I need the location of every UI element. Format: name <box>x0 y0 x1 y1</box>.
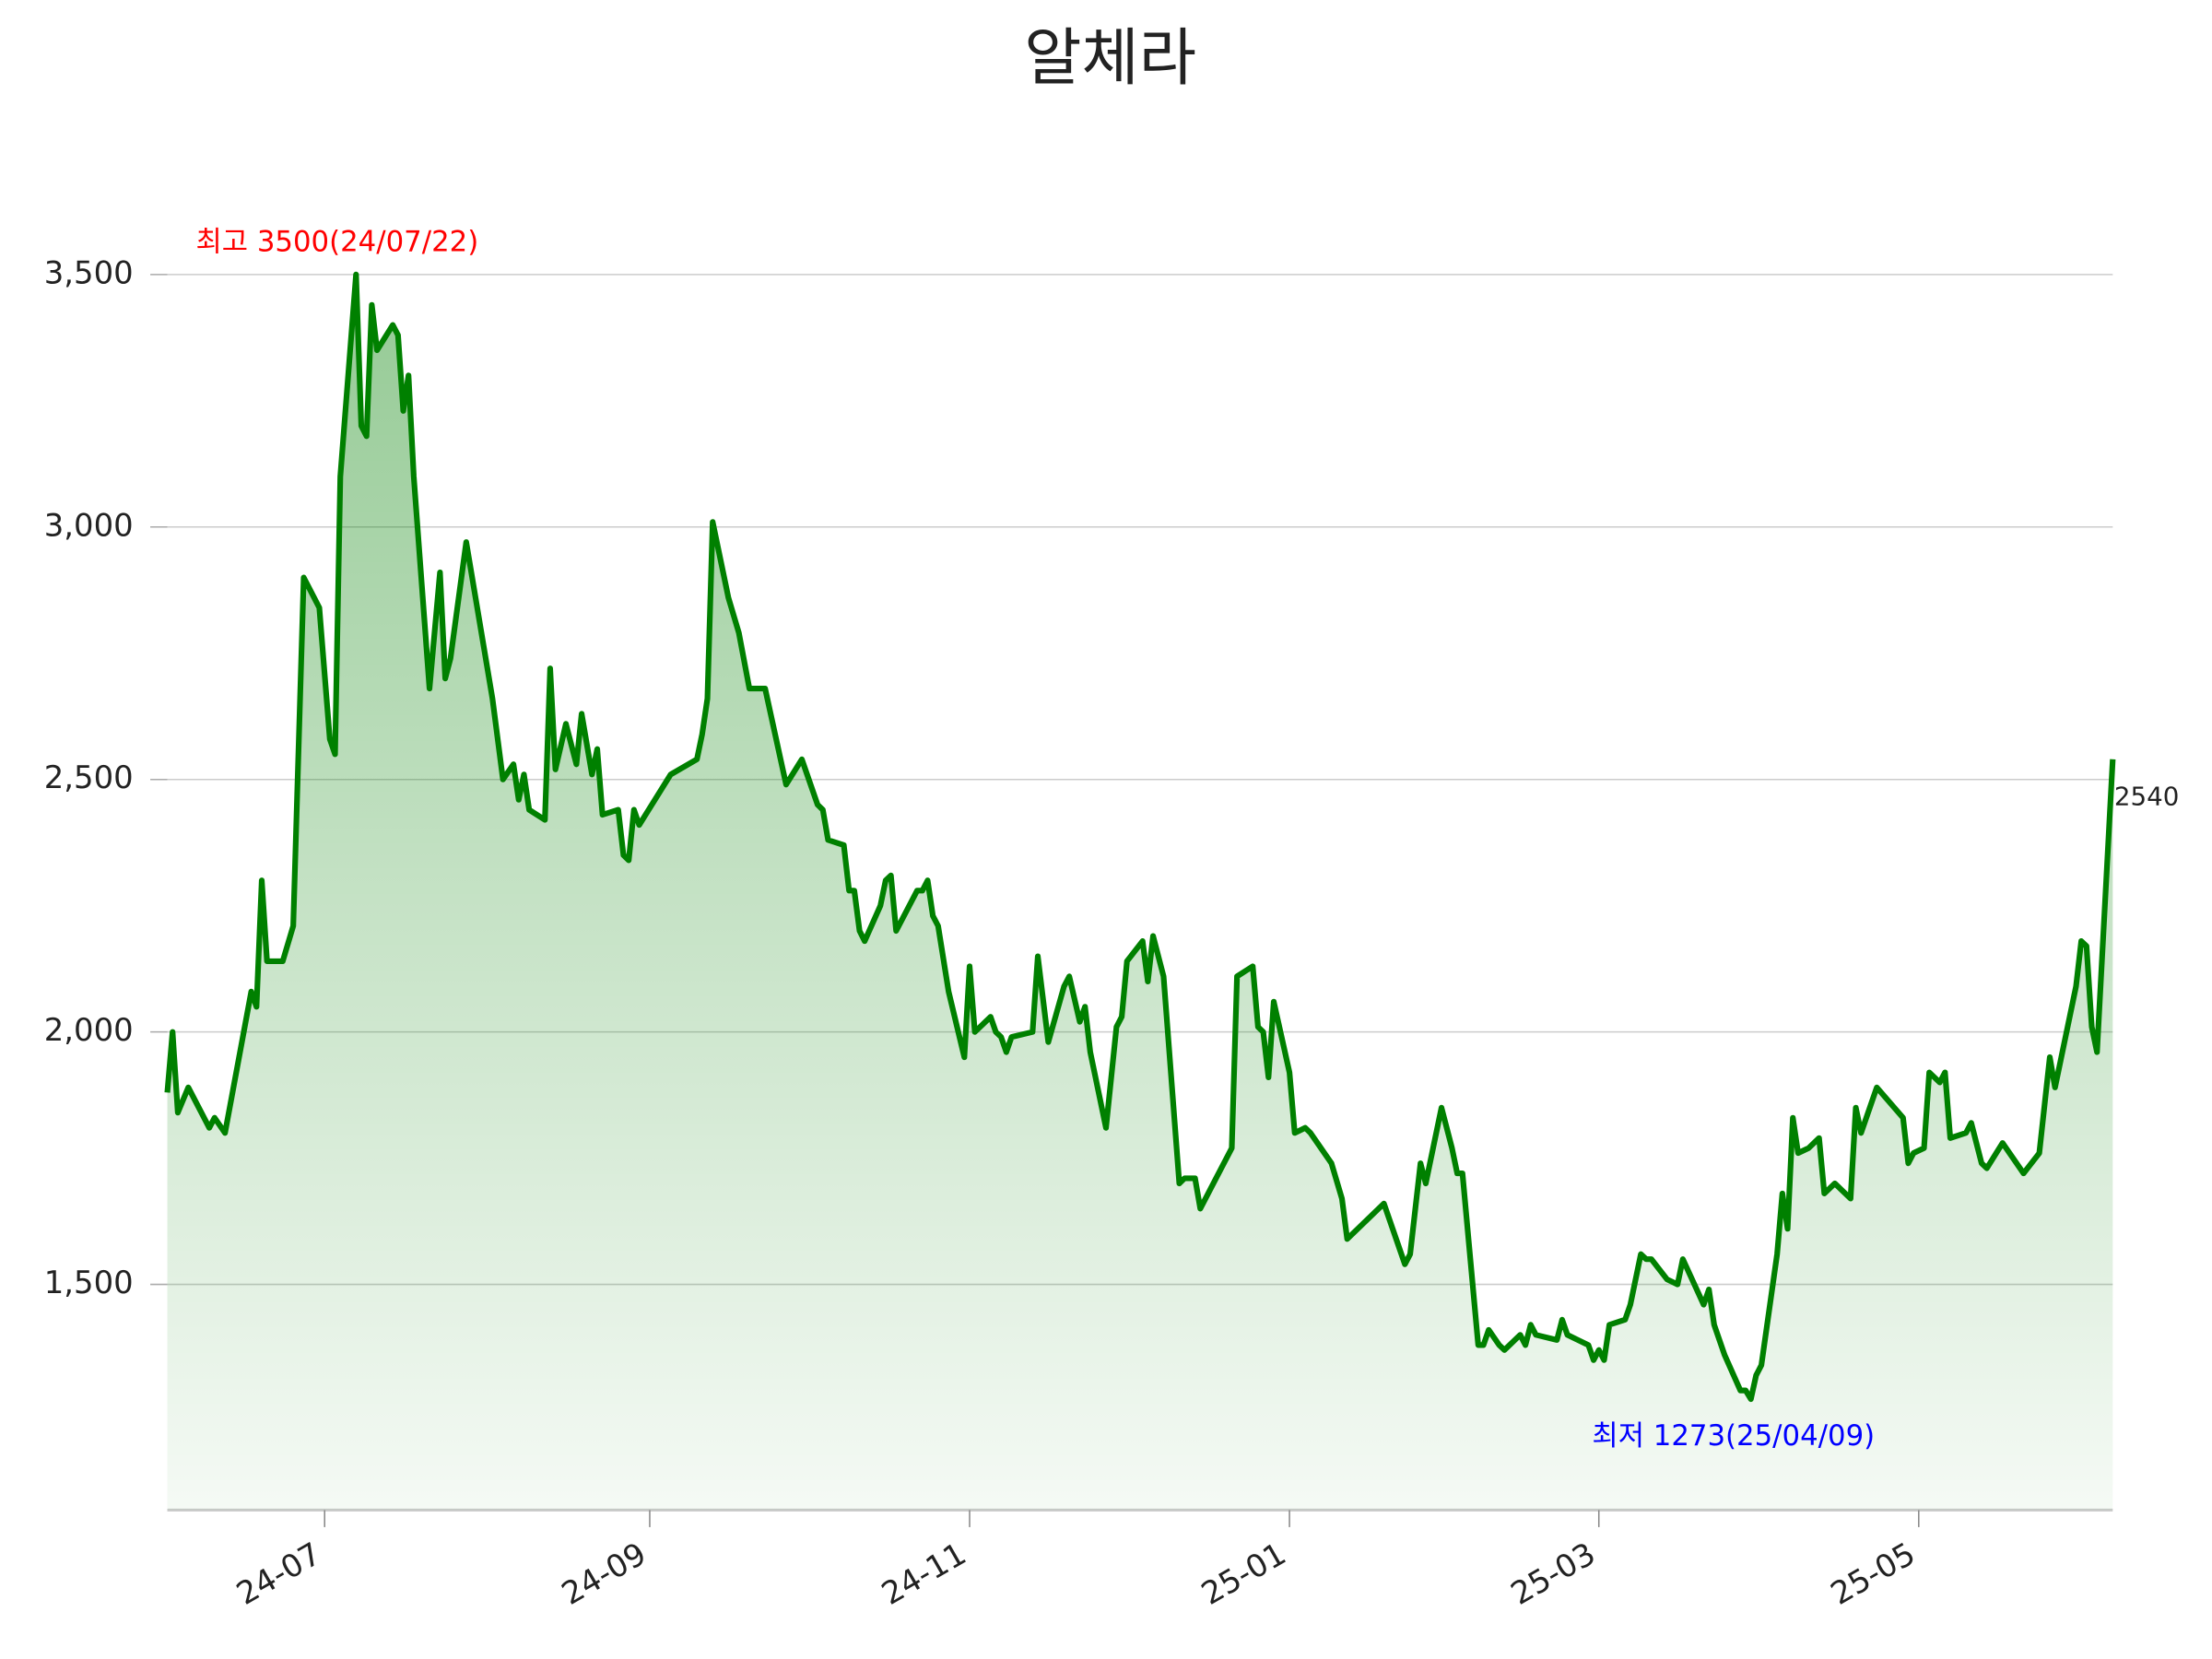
max-annotation: 최고 3500(24/07/22) <box>196 226 479 259</box>
x-tick-label: 24-07 <box>230 1535 327 1612</box>
x-tick-label: 25-05 <box>1825 1535 1922 1612</box>
x-tick-label: 25-03 <box>1505 1535 1602 1612</box>
price-line <box>164 271 2116 1403</box>
y-tick-label: 3,500 <box>44 254 134 290</box>
min-annotation: 최저 1273(25/04/09) <box>1592 1419 1875 1453</box>
chart-title: 알체라 <box>1024 21 1196 94</box>
y-tick-label: 3,000 <box>44 507 134 543</box>
x-tick-label: 25-01 <box>1195 1535 1292 1612</box>
x-tick-label: 24-11 <box>876 1535 972 1612</box>
last-value-label: 2540 <box>2114 781 2179 811</box>
x-tick-label: 24-09 <box>556 1535 653 1612</box>
y-tick-label: 2,000 <box>44 1012 134 1048</box>
area-fill <box>167 274 2113 1511</box>
y-tick-label: 1,500 <box>44 1265 134 1300</box>
y-tick-label: 2,500 <box>44 759 134 795</box>
